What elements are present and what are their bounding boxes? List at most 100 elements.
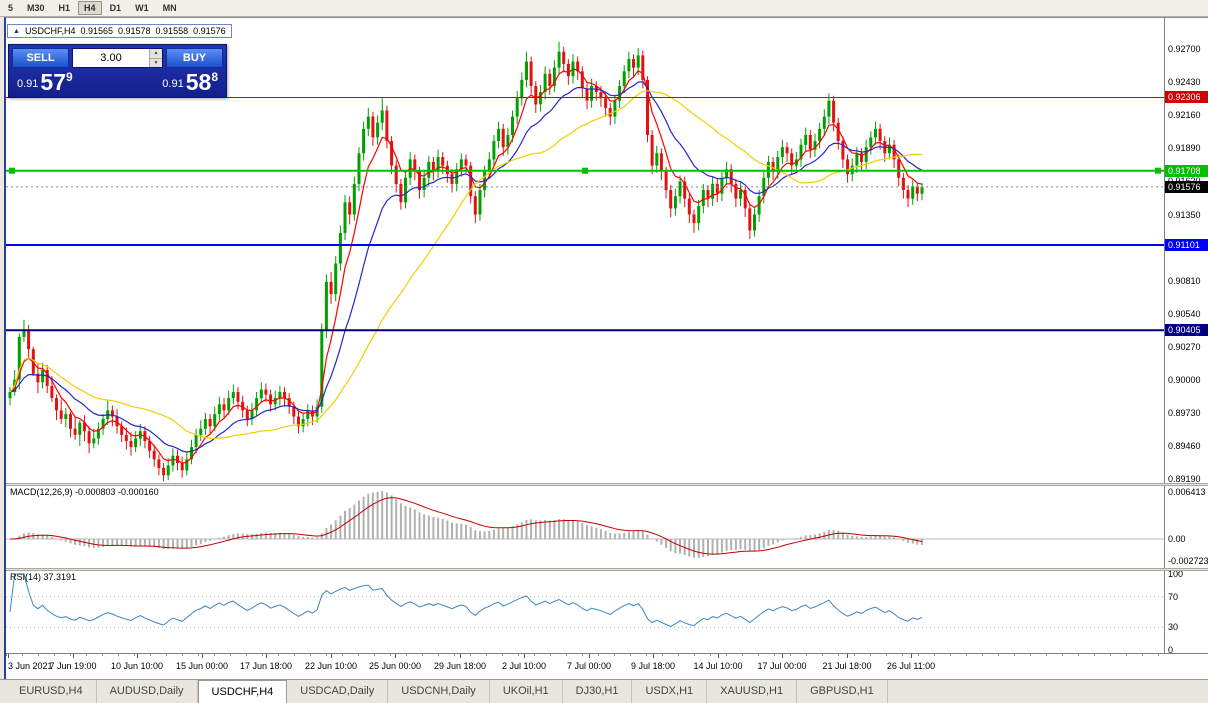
chart-window: MACD(12,26,9) -0.000803 -0.000160 RSI(14… — [4, 17, 1208, 680]
ohlc-high: 0.91578 — [118, 26, 151, 36]
time-minor-tick — [1078, 654, 1079, 656]
price-axis-label: 0.91890 — [1168, 143, 1201, 153]
price-axis-label: 0.91350 — [1168, 210, 1201, 220]
timeframe-button-m30[interactable]: M30 — [21, 1, 51, 15]
time-minor-tick — [582, 654, 583, 656]
chart-tab[interactable]: USDX,H1 — [632, 680, 708, 703]
time-axis-label: 14 Jul 10:00 — [693, 661, 743, 671]
chart-tab[interactable]: GBPUSD,H1 — [797, 680, 888, 703]
price-axis-label: 0.92700 — [1168, 44, 1201, 54]
sell-button[interactable]: SELL — [12, 48, 69, 68]
buy-button[interactable]: BUY — [166, 48, 223, 68]
one-click-trading-panel: SELL ▲ ▼ BUY 0.91 57 9 — [8, 44, 227, 98]
time-minor-tick — [1094, 654, 1095, 656]
time-minor-tick — [854, 654, 855, 656]
time-axis-label: 9 Jul 18:00 — [630, 661, 676, 671]
rsi-canvas[interactable] — [6, 571, 1164, 653]
time-axis-label: 17 Jun 18:00 — [239, 661, 293, 671]
time-minor-tick — [54, 654, 55, 656]
time-minor-tick — [678, 654, 679, 656]
time-minor-tick — [22, 654, 23, 656]
time-major-tick — [331, 654, 332, 658]
price-axis-label: 0.92430 — [1168, 77, 1201, 87]
timeframe-button-5[interactable]: 5 — [2, 1, 19, 15]
time-minor-tick — [886, 654, 887, 656]
volume-spinner: ▲ ▼ — [149, 49, 162, 67]
time-major-tick — [847, 654, 848, 658]
chart-tab[interactable]: AUDUSD,Daily — [97, 680, 198, 703]
macd-axis-label: 0.00 — [1168, 534, 1186, 544]
time-minor-tick — [630, 654, 631, 656]
time-minor-tick — [86, 654, 87, 656]
time-minor-tick — [182, 654, 183, 656]
panel-splitter[interactable] — [6, 568, 1208, 571]
volume-decrease-icon[interactable]: ▼ — [150, 59, 162, 67]
hline-price-badge: 0.90405 — [1165, 324, 1208, 336]
chart-tab[interactable]: USDCHF,H4 — [197, 680, 288, 703]
time-major-tick — [911, 654, 912, 658]
time-minor-tick — [342, 654, 343, 656]
hline-price-badge: 0.92306 — [1165, 91, 1208, 103]
time-minor-tick — [310, 654, 311, 656]
time-minor-tick — [1110, 654, 1111, 656]
time-axis-label: 26 Jul 11:00 — [886, 661, 936, 671]
panel-splitter[interactable] — [6, 483, 1208, 486]
time-minor-tick — [614, 654, 615, 656]
chart-area[interactable]: MACD(12,26,9) -0.000803 -0.000160 RSI(14… — [6, 18, 1164, 653]
macd-panel: MACD(12,26,9) -0.000803 -0.000160 — [6, 486, 1164, 568]
timeframe-button-h4[interactable]: H4 — [78, 1, 102, 15]
time-minor-tick — [870, 654, 871, 656]
time-minor-tick — [1142, 654, 1143, 656]
price-axis-label: 0.90000 — [1168, 375, 1201, 385]
one-click-toggle-icon[interactable]: ▲ — [13, 27, 20, 35]
time-minor-tick — [166, 654, 167, 656]
timeframe-toolbar: 5 M30 H1 H4 D1 W1 MN — [0, 0, 1208, 17]
chart-tab[interactable]: XAUUSD,H1 — [707, 680, 798, 703]
rsi-line — [9, 573, 923, 627]
time-minor-tick — [726, 654, 727, 656]
time-minor-tick — [486, 654, 487, 656]
ohlc-close: 0.91576 — [193, 26, 226, 36]
time-major-tick — [718, 654, 719, 658]
time-axis-label: 15 Jun 00:00 — [175, 661, 229, 671]
time-minor-tick — [598, 654, 599, 656]
chart-tab[interactable]: USDCNH,Daily — [388, 680, 490, 703]
moving-average-slow — [9, 90, 923, 440]
chart-tab[interactable]: UKOil,H1 — [490, 680, 563, 703]
time-minor-tick — [246, 654, 247, 656]
time-minor-tick — [454, 654, 455, 656]
time-minor-tick — [262, 654, 263, 656]
time-minor-tick — [278, 654, 279, 656]
price-axis-label: 0.90540 — [1168, 309, 1201, 319]
chart-ohlc-header: ▲ USDCHF,H4 0.91565 0.91578 0.91558 0.91… — [7, 24, 232, 38]
volume-input[interactable] — [73, 49, 149, 67]
time-major-tick — [266, 654, 267, 658]
time-minor-tick — [982, 654, 983, 656]
price-axis[interactable]: 0.927000.924300.921600.918900.916200.913… — [1164, 18, 1208, 655]
timeframe-button-w1[interactable]: W1 — [129, 1, 155, 15]
chart-tabbar: EURUSD,H4 AUDUSD,Daily USDCHF,H4 USDCAD,Dai… — [0, 679, 1208, 703]
macd-canvas[interactable] — [6, 486, 1164, 568]
chart-tab[interactable]: EURUSD,H4 — [6, 680, 97, 703]
timeframe-button-h1[interactable]: H1 — [53, 1, 77, 15]
time-axis-label: 17 Jul 00:00 — [757, 661, 807, 671]
time-axis-label: 7 Jul 00:00 — [566, 661, 612, 671]
time-minor-tick — [918, 654, 919, 656]
time-axis[interactable]: 3 Jun 2021 7 Jun 19:00 10 Jun 10:00 15 Jun … — [6, 653, 1208, 680]
price-axis-label: 0.90810 — [1168, 276, 1201, 286]
price-chart-canvas[interactable] — [6, 18, 1164, 483]
chart-tab[interactable]: USDCAD,Daily — [287, 680, 389, 703]
timeframe-button-mn[interactable]: MN — [157, 1, 183, 15]
time-minor-tick — [118, 654, 119, 656]
volume-increase-icon[interactable]: ▲ — [150, 49, 162, 59]
buy-price[interactable]: 0.91 58 8 — [162, 69, 218, 95]
rsi-level-label: 70 — [1168, 592, 1179, 602]
time-axis-label: 22 Jun 10:00 — [304, 661, 358, 671]
time-minor-tick — [998, 654, 999, 656]
time-axis-label: 21 Jul 18:00 — [822, 661, 872, 671]
time-axis-label: 29 Jun 18:00 — [433, 661, 487, 671]
sell-price[interactable]: 0.91 57 9 — [17, 69, 73, 95]
chart-tab[interactable]: DJ30,H1 — [563, 680, 633, 703]
timeframe-button-d1[interactable]: D1 — [104, 1, 128, 15]
